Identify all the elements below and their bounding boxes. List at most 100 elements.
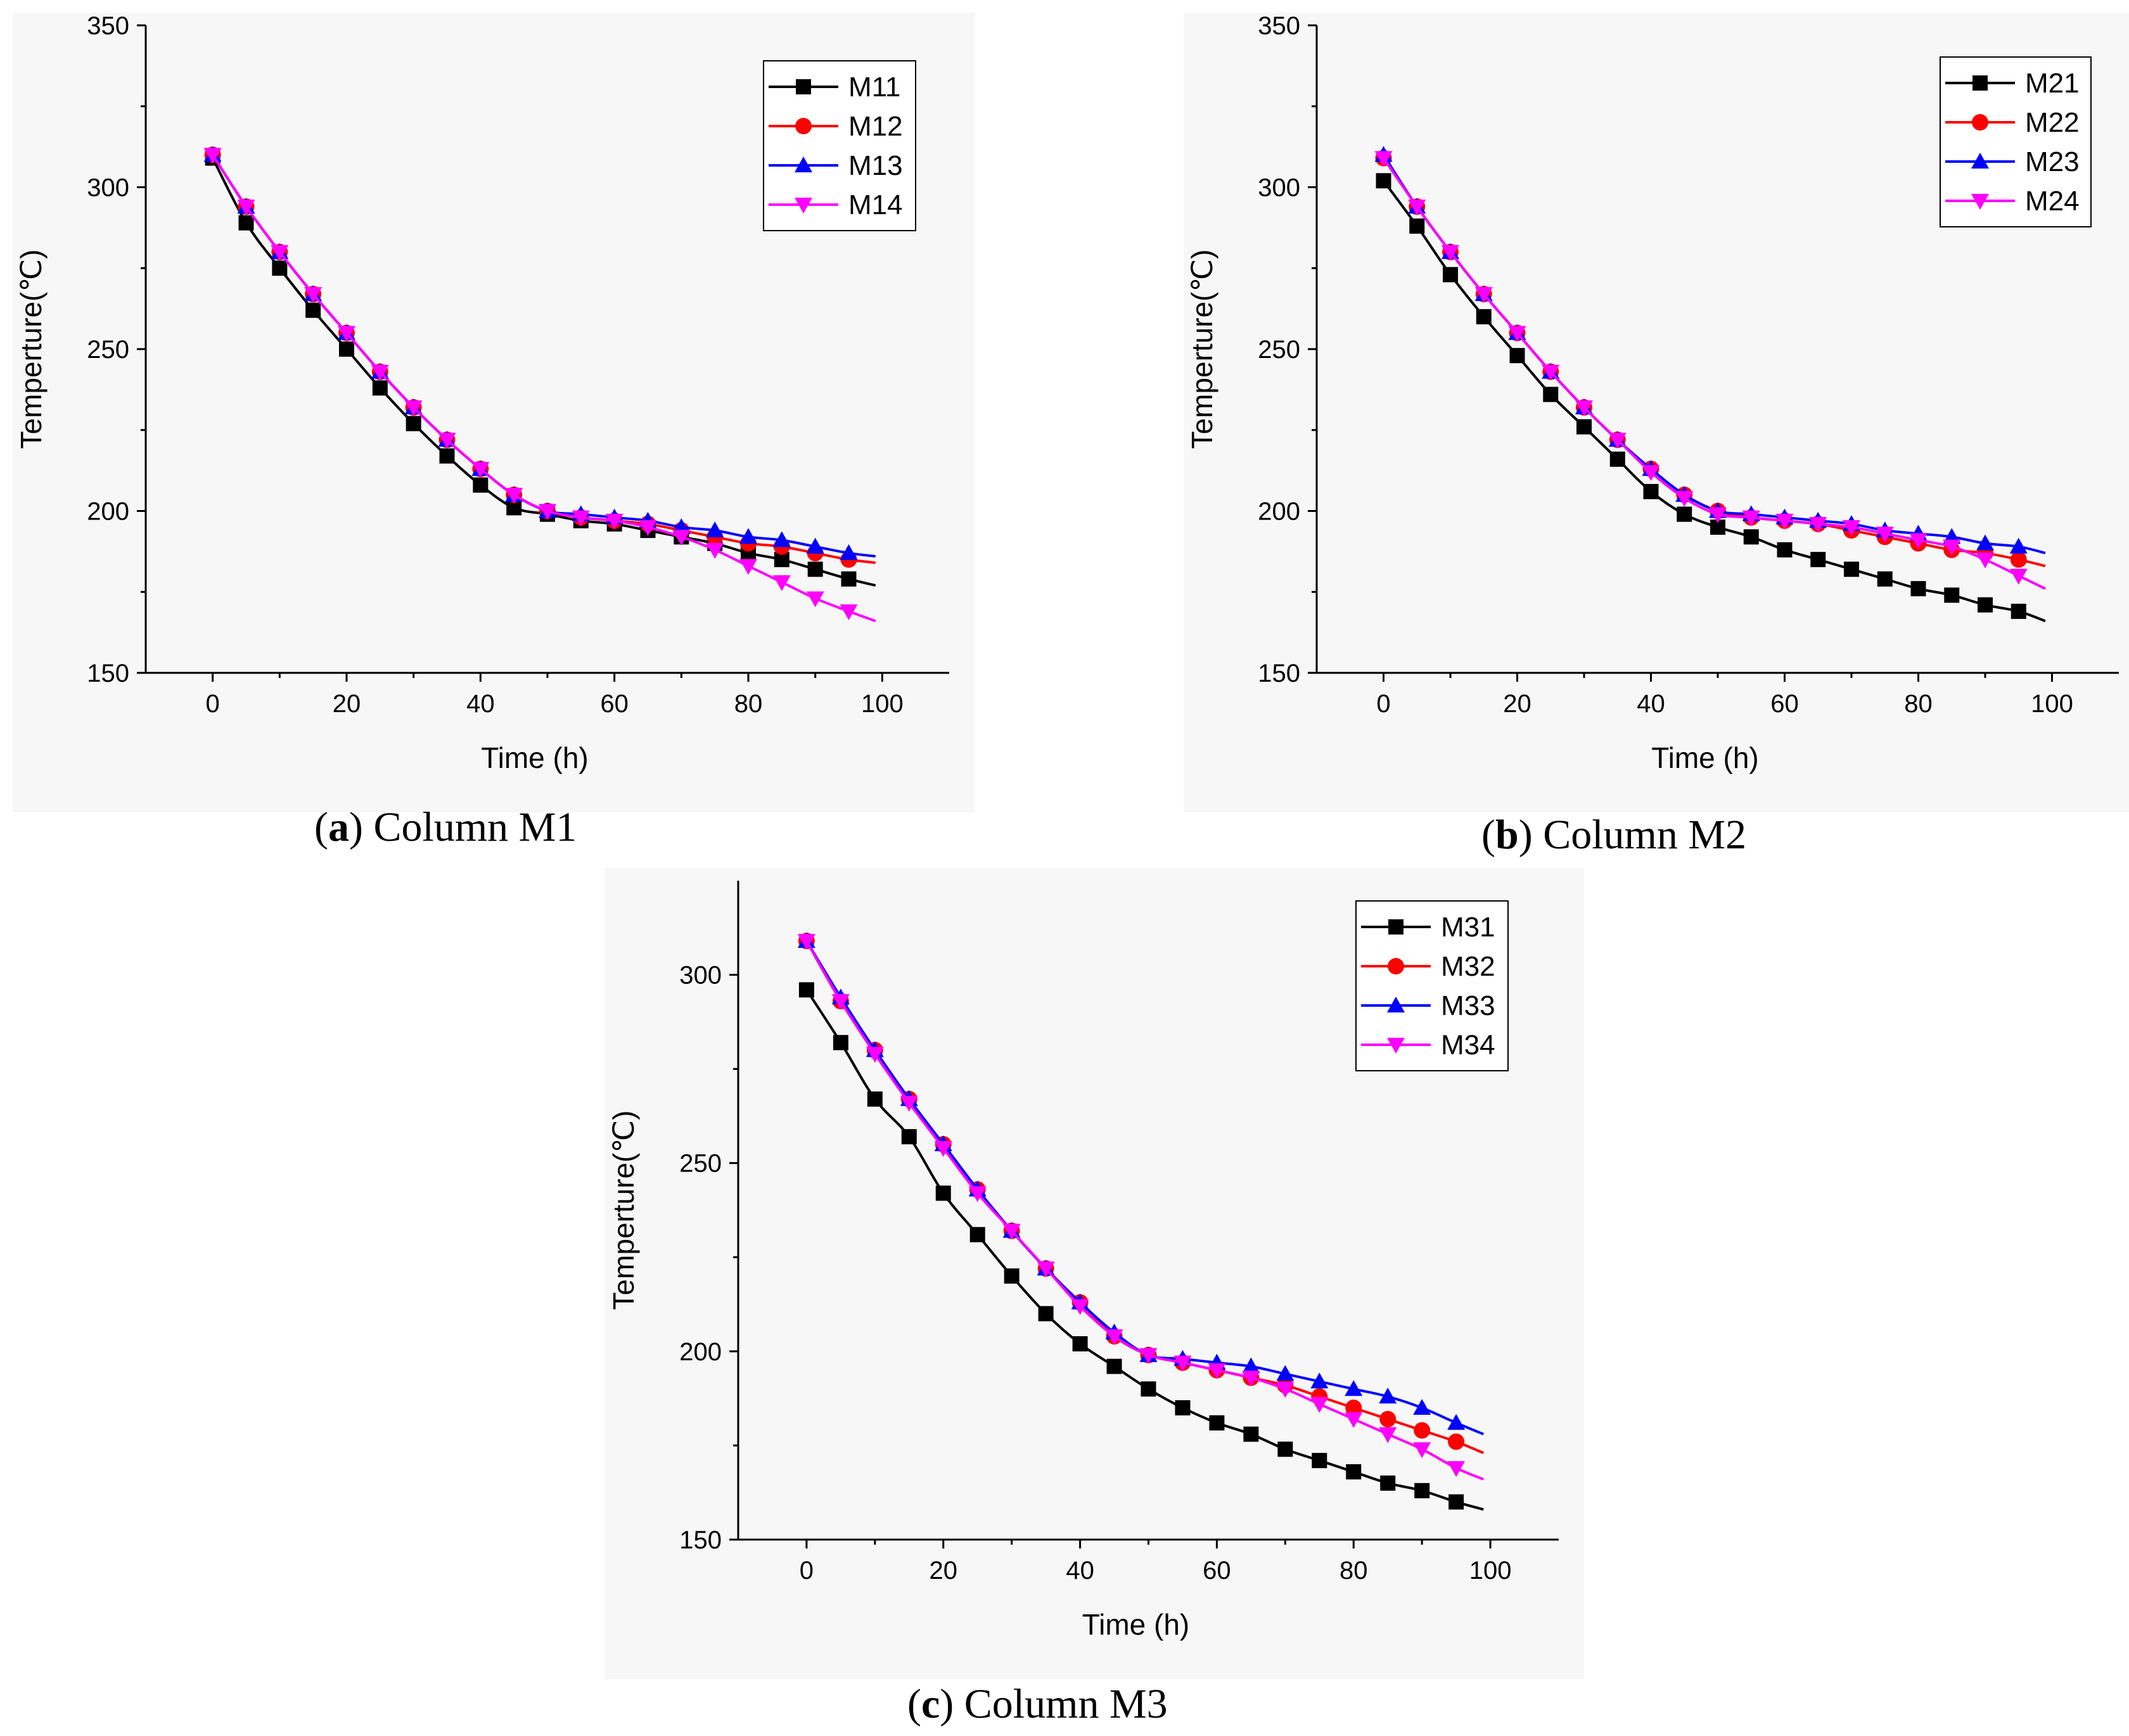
data-point-M24 — [1575, 400, 1593, 416]
data-point-M21 — [1643, 483, 1659, 499]
data-point-M34 — [1173, 1355, 1192, 1372]
data-point-M34 — [1345, 1412, 1363, 1428]
legend-label-M23: M23 — [2025, 146, 2080, 177]
y-tick-label: 200 — [1258, 498, 1300, 526]
x-tick-label: 80 — [1339, 1557, 1368, 1585]
data-point-M13 — [772, 531, 791, 547]
data-point-M11 — [473, 477, 489, 493]
data-point-M34 — [1379, 1427, 1397, 1443]
data-point-M11 — [807, 561, 823, 577]
data-point-M13 — [739, 528, 757, 544]
caption-a: (a) Column M1 — [314, 804, 577, 850]
data-point-M31 — [1243, 1426, 1259, 1442]
data-point-M34 — [934, 1140, 952, 1157]
data-point-M23 — [2009, 537, 2028, 554]
data-point-M14 — [672, 530, 691, 546]
x-tick-label: 80 — [734, 690, 763, 718]
data-point-M11 — [339, 341, 354, 357]
data-point-M33 — [1310, 1372, 1329, 1389]
legend-box — [763, 60, 916, 231]
y-tick-label: 150 — [1258, 660, 1300, 687]
x-tick-label: 0 — [1376, 690, 1390, 718]
legend-label-M14: M14 — [848, 189, 903, 220]
legend: M31 M32 M33 M34 — [1355, 900, 1509, 1071]
caption-b: (b) Column M2 — [1481, 812, 1747, 858]
series-M31 — [798, 982, 1484, 1511]
data-point-M14 — [840, 604, 858, 620]
legend-marker-M21 — [1972, 75, 1988, 91]
legend-label-M13: M13 — [848, 150, 903, 181]
data-point-M23 — [1976, 534, 1994, 551]
data-point-M24 — [1608, 433, 1627, 449]
data-point-M14 — [404, 400, 423, 416]
legend-label-M24: M24 — [2025, 186, 2080, 217]
data-point-M24 — [1909, 533, 1928, 549]
data-point-M21 — [1509, 348, 1525, 364]
data-point-M31 — [1312, 1453, 1327, 1469]
data-point-M34 — [831, 994, 850, 1011]
data-point-M21 — [1877, 571, 1893, 587]
data-point-M21 — [1978, 597, 1993, 613]
data-point-M21 — [1543, 386, 1559, 402]
y-tick-label: 300 — [679, 962, 722, 990]
y-tick-label: 150 — [87, 660, 129, 687]
x-tick-label: 80 — [1904, 690, 1933, 718]
legend-marker-M32 — [1388, 958, 1404, 974]
y-tick-label: 350 — [1258, 12, 1300, 40]
legend: M11 M12 M13 M14 — [763, 60, 916, 231]
data-point-M31 — [1175, 1400, 1191, 1415]
data-point-M24 — [1775, 513, 1794, 530]
data-point-M21 — [1844, 561, 1859, 577]
y-axis-label: Temperture(℃) — [15, 250, 48, 449]
y-tick-label: 250 — [1258, 336, 1300, 364]
data-point-M14 — [237, 200, 255, 216]
data-point-M24 — [1809, 516, 1827, 533]
data-point-M14 — [371, 364, 389, 381]
data-point-M34 — [1002, 1223, 1021, 1240]
data-point-M33 — [1379, 1388, 1397, 1404]
x-tick-label: 0 — [800, 1557, 814, 1585]
series-M34 — [797, 934, 1485, 1481]
data-point-M14 — [271, 245, 289, 261]
legend-label-M22: M22 — [2025, 107, 2080, 138]
y-tick-label: 150 — [679, 1526, 722, 1554]
data-point-M31 — [1038, 1306, 1054, 1322]
data-point-M24 — [1709, 507, 1727, 523]
y-tick-label: 200 — [87, 498, 129, 526]
x-tick-label: 60 — [600, 690, 629, 718]
data-point-M14 — [438, 433, 456, 449]
data-point-M31 — [1448, 1494, 1464, 1510]
series-M14 — [203, 148, 876, 623]
data-point-M21 — [1609, 451, 1625, 467]
data-point-M24 — [1374, 151, 1393, 167]
caption-b-text: Column M2 — [1543, 812, 1747, 858]
data-point-M31 — [935, 1185, 951, 1201]
data-point-M33 — [1447, 1414, 1466, 1430]
x-axis-label: Time (h) — [481, 741, 589, 774]
chart-c-svg: 150 200 250 300 0 20 40 60 80 100 Time (h) Tempertu… — [605, 868, 1584, 1679]
legend-marker-M12 — [795, 118, 812, 134]
legend-marker-M13 — [795, 156, 812, 172]
legend-box — [1355, 900, 1509, 1071]
data-point-M34 — [1105, 1329, 1123, 1346]
y-tick-label: 250 — [87, 336, 129, 364]
data-point-M31 — [901, 1129, 917, 1145]
caption-b-letter: b — [1495, 812, 1519, 858]
x-tick-label: 60 — [1203, 1557, 1231, 1585]
data-point-M21 — [1409, 218, 1425, 234]
data-point-M34 — [866, 1047, 884, 1063]
data-point-M21 — [1777, 542, 1793, 558]
data-point-M34 — [1242, 1370, 1260, 1387]
data-point-M33 — [1413, 1399, 1431, 1415]
data-point-M31 — [1346, 1464, 1362, 1480]
data-point-M34 — [900, 1095, 918, 1112]
data-point-M14 — [772, 575, 791, 591]
x-axis-label: Time (h) — [1082, 1608, 1190, 1641]
data-point-M24 — [1442, 245, 1459, 261]
data-point-M24 — [2009, 568, 2028, 585]
x-tick-label: 20 — [930, 1557, 958, 1585]
x-tick-label: 100 — [1469, 1557, 1512, 1585]
legend-marker-M34 — [1387, 1038, 1405, 1054]
data-point-M24 — [1742, 510, 1760, 527]
legend-marker-M22 — [1972, 114, 1988, 131]
